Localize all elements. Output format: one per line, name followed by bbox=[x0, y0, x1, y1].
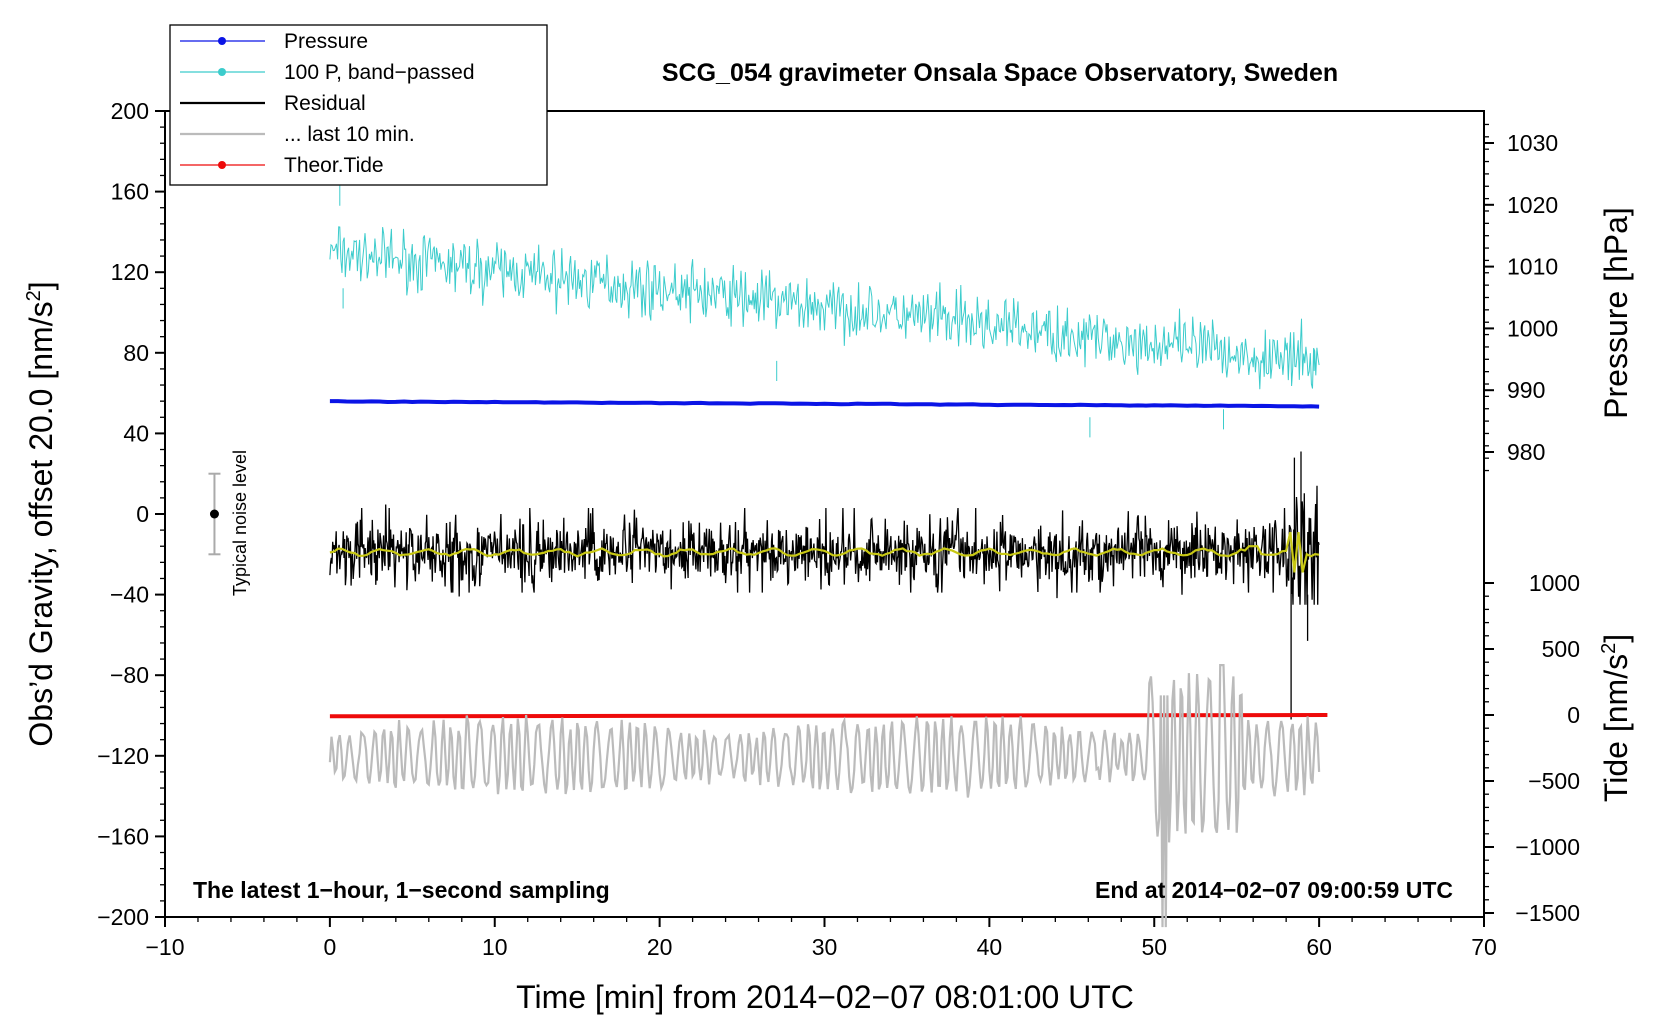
tide-tick-label: −500 bbox=[1528, 768, 1580, 794]
tide-axis-ticks: 1000 500 0 −500 −1000 −1500 bbox=[1484, 570, 1580, 926]
legend-swatch-marker bbox=[218, 37, 226, 45]
legend-label-residual: Residual bbox=[284, 92, 366, 115]
x-tick-label: −10 bbox=[145, 934, 184, 960]
y-axis-left-label-close: ] bbox=[23, 281, 59, 290]
pressure-tick-label: 1000 bbox=[1507, 315, 1558, 341]
tide-tick-label: 0 bbox=[1567, 702, 1580, 728]
chart-title: SCG_054 gravimeter Onsala Space Observat… bbox=[662, 59, 1338, 87]
y-tick-label: −120 bbox=[97, 743, 149, 769]
y-axis-left-label: Obs’d Gravity, offset 20.0 [nm/s2] bbox=[23, 281, 59, 746]
pressure-axis-ticks: 1030 1020 1010 1000 990 980 bbox=[1484, 123, 1558, 472]
pressure-tick-label: 1030 bbox=[1507, 130, 1558, 156]
legend-swatch-marker bbox=[218, 161, 226, 169]
legend-label-bandpassed: 100 P, band−passed bbox=[284, 61, 475, 84]
y-axis-left-label-sup: 2 bbox=[23, 290, 45, 301]
legend-swatch-marker bbox=[218, 68, 226, 76]
tide-tick-label: 500 bbox=[1542, 636, 1580, 662]
legend-label-last10: ... last 10 min. bbox=[284, 123, 415, 146]
y-tick-label: 40 bbox=[123, 420, 149, 446]
y-tick-label: 80 bbox=[123, 340, 149, 366]
x-tick-label: 30 bbox=[812, 934, 838, 960]
series-residual-line bbox=[329, 451, 1320, 720]
tide-tick-label: 1000 bbox=[1529, 570, 1580, 596]
noise-level-label: Typical noise level bbox=[230, 450, 250, 596]
noise-level-bar bbox=[208, 472, 221, 556]
y-axis-left-ticks: 200 160 120 80 40 0 −40 −80 −120 −160 −200 bbox=[97, 98, 165, 930]
tide-tick-label: −1500 bbox=[1515, 900, 1580, 926]
y-tick-label: 200 bbox=[111, 98, 149, 124]
legend-box bbox=[169, 24, 548, 186]
x-tick-label: 50 bbox=[1141, 934, 1167, 960]
tide-axis-label: Tide [nm/s2] bbox=[1598, 634, 1634, 802]
series-last10-line bbox=[328, 664, 1321, 928]
tide-axis-label-close: ] bbox=[1598, 634, 1634, 643]
pressure-tick-label: 1010 bbox=[1507, 254, 1558, 280]
series-residual-smoothed-line bbox=[329, 531, 1320, 573]
tide-axis-label-main: Tide [nm/s bbox=[1598, 654, 1634, 802]
x-tick-label: 70 bbox=[1471, 934, 1497, 960]
pressure-axis-label: Pressure [hPa] bbox=[1598, 207, 1634, 419]
y-tick-label: −160 bbox=[97, 823, 149, 849]
x-tick-label: 20 bbox=[647, 934, 673, 960]
series-tide-line bbox=[329, 713, 1328, 719]
note-right: End at 2014−02−07 09:00:59 UTC bbox=[1095, 877, 1453, 903]
y-tick-label: 160 bbox=[111, 179, 149, 205]
pressure-tick-label: 980 bbox=[1507, 439, 1545, 465]
y-tick-label: −40 bbox=[110, 582, 149, 608]
series-pressure-line bbox=[329, 399, 1320, 409]
tide-axis-label-sup: 2 bbox=[1598, 643, 1620, 654]
noise-bar-center-dot bbox=[209, 509, 219, 519]
y-tick-label: −200 bbox=[97, 904, 149, 930]
pressure-tick-label: 1020 bbox=[1507, 192, 1558, 218]
x-axis-ticks: −10 0 10 20 30 40 50 60 70 bbox=[145, 917, 1497, 960]
legend-label-pressure: Pressure bbox=[284, 30, 368, 53]
tide-tick-label: −1000 bbox=[1515, 834, 1580, 860]
y-tick-label: 0 bbox=[136, 501, 149, 527]
y-tick-label: −80 bbox=[110, 662, 149, 688]
x-tick-label: 40 bbox=[977, 934, 1003, 960]
x-tick-label: 60 bbox=[1306, 934, 1332, 960]
series-bandpassed-line bbox=[329, 185, 1320, 438]
x-tick-label: 10 bbox=[482, 934, 508, 960]
x-tick-label: 0 bbox=[323, 934, 336, 960]
y-axis-left-label-main: Obs’d Gravity, offset 20.0 [nm/s bbox=[23, 301, 59, 746]
y-tick-label: 120 bbox=[111, 259, 149, 285]
pressure-tick-label: 990 bbox=[1507, 377, 1545, 403]
legend: Pressure 100 P, band−passed Residual ...… bbox=[169, 24, 548, 186]
legend-label-tide: Theor.Tide bbox=[284, 154, 384, 177]
plot-frame bbox=[164, 110, 1485, 918]
note-left: The latest 1−hour, 1−second sampling bbox=[193, 877, 610, 903]
x-axis-label: Time [min] from 2014−02−07 08:01:00 UTC bbox=[516, 979, 1134, 1015]
